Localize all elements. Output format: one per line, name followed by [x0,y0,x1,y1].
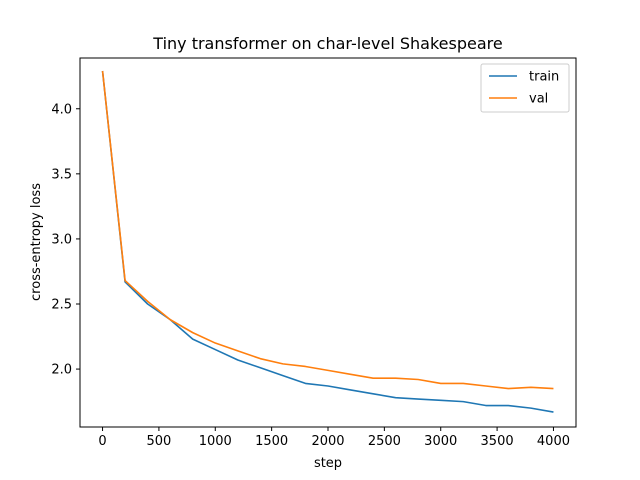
x-tick-label: 1000 [199,434,232,449]
y-tick-label: 3.5 [51,167,72,182]
x-tick-label: 3000 [424,434,457,449]
y-tick-label: 3.0 [51,232,72,247]
x-tick-label: 500 [146,434,171,449]
plot-frame [79,57,577,428]
chart-title: Tiny transformer on char-level Shakespea… [152,34,502,53]
x-tick-label: 4000 [537,434,570,449]
x-axis-label: step [314,456,342,471]
x-tick-label: 3500 [481,434,514,449]
x-tick-label: 2000 [311,434,344,449]
y-tick-label: 4.0 [51,102,72,117]
legend: train val [480,63,570,113]
x-axis: 0 500 1000 1500 2000 2500 3000 3500 4000 [98,427,570,449]
legend-label-train: train [529,70,559,85]
y-tick-label: 2.5 [51,298,72,313]
series-line-val [101,70,554,390]
x-tick-label: 1500 [255,434,288,449]
plot-area [101,70,554,413]
y-axis: 2.0 2.5 3.0 3.5 4.0 [51,102,80,378]
legend-label-val: val [529,92,548,107]
x-tick-label: 2500 [368,434,401,449]
y-axis-label: cross-entropy loss [29,183,44,301]
y-tick-label: 2.0 [51,363,72,378]
x-tick-label: 0 [98,434,106,449]
series-line-train [101,70,554,413]
